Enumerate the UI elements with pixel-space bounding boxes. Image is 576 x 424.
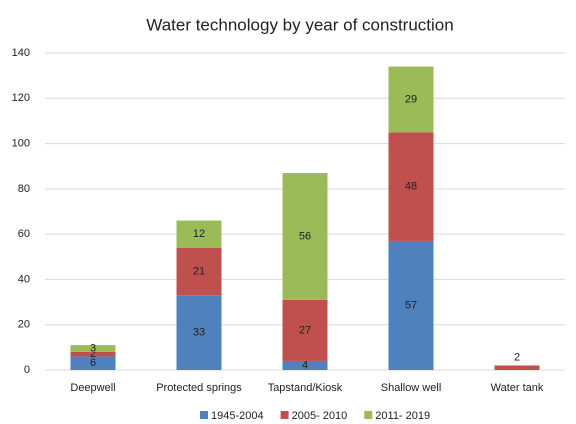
y-tick-label: 0 <box>24 364 30 376</box>
data-label: 27 <box>299 324 311 336</box>
x-tick-label: Shallow well <box>381 382 442 394</box>
y-tick-label: 140 <box>12 47 30 59</box>
data-label: 3 <box>90 342 96 354</box>
legend-label: 2005- 2010 <box>292 410 348 422</box>
x-tick-label: Deepwell <box>70 382 115 394</box>
y-tick-label: 40 <box>18 273 30 285</box>
bar-segment <box>282 360 328 370</box>
x-tick-label: Tapstand/Kiosk <box>268 382 343 394</box>
y-tick-label: 20 <box>18 319 30 331</box>
bar-segment <box>282 299 328 361</box>
legend-swatch <box>200 411 208 419</box>
bar-segment <box>176 295 222 370</box>
bar-segment <box>282 173 328 300</box>
bar-segment <box>70 345 116 352</box>
legend-label: 1945-2004 <box>211 410 264 422</box>
chart-title: Water technology by year of construction <box>146 15 453 34</box>
data-label: 2 <box>90 348 96 360</box>
data-label: 6 <box>90 357 96 369</box>
data-label: 21 <box>193 265 205 277</box>
x-tick-label: Protected springs <box>156 382 242 394</box>
data-label: 33 <box>193 327 205 339</box>
y-tick-label: 60 <box>18 228 30 240</box>
data-label: 57 <box>405 299 417 311</box>
legend-swatch <box>364 411 373 419</box>
y-tick-label: 100 <box>12 137 30 149</box>
bar-segment <box>176 247 222 296</box>
data-label: 4 <box>302 359 308 371</box>
bar-segment <box>70 356 116 370</box>
data-label: 2 <box>514 351 520 363</box>
bar-segment <box>388 132 434 241</box>
y-tick-label: 80 <box>18 183 30 195</box>
data-label: 56 <box>299 230 311 242</box>
y-tick-label: 120 <box>12 92 30 104</box>
legend-label: 2011- 2019 <box>375 410 430 422</box>
bar-segment <box>176 220 222 248</box>
data-label: 29 <box>405 93 417 105</box>
legend-swatch <box>280 411 289 419</box>
bar-segment <box>388 66 434 133</box>
bar-segment <box>70 351 116 357</box>
data-label: 12 <box>193 228 205 240</box>
data-label: 48 <box>405 180 417 192</box>
x-tick-label: Water tank <box>491 382 544 394</box>
bar-segment <box>494 365 540 370</box>
bar-segment <box>388 240 434 370</box>
